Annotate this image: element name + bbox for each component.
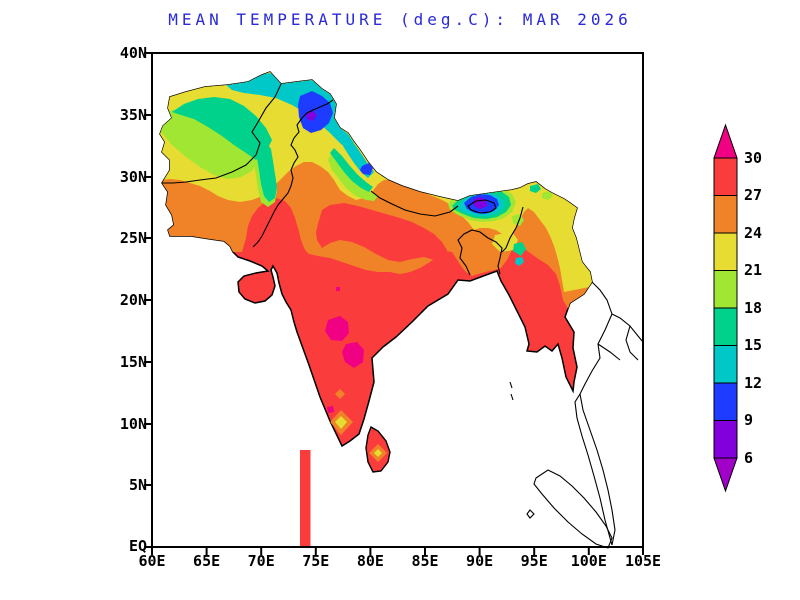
x-tick-label: 70E [248,552,275,570]
border-india-myanmar [501,206,524,253]
fill-region-magenta-coast-dot [327,406,334,413]
outline-andaman-islands [509,381,514,401]
x-axis-labels: 60E 65E 70E 75E 80E 85E 90E 95E 100E 105… [138,552,661,570]
x-tick-label: 85E [411,552,438,570]
colorbar: 30 27 24 21 18 15 12 9 6 [713,123,762,493]
colorbar-label: 27 [744,186,762,204]
fill-region-yellowgreen-west [160,107,258,179]
fill-region-green-afghan-band [172,97,272,160]
outline-laos-cambodia [597,325,639,361]
outline-thailand-laos [591,281,644,343]
border-bangladesh [457,229,503,276]
fill-region-cyan-dot [515,257,524,266]
y-tick-label: 35N [120,106,147,124]
outline-thailand-west [574,313,616,546]
sri-lanka-island [365,425,391,473]
country-borders [162,83,524,276]
colorbar-seg-6-9 [713,420,738,459]
fill-region-nilgiri-yellow-core [335,416,347,429]
x-tick-label: 80E [357,552,384,570]
colorbar-arrow-up [713,123,738,159]
y-tick-label: 10N [120,415,147,433]
x-tick-label: 105E [625,552,661,570]
colorbar-label: 30 [744,149,762,167]
fill-region-magenta-deccan-1 [325,316,349,341]
fill-region-srilanka-yellow-dot [374,449,382,457]
colorbar-seg-21-24 [713,232,738,271]
temperature-fill-regions [159,71,593,448]
fill-region-cyan-hindukush [226,73,354,150]
fill-region-yellowgreen-speck-1 [512,214,524,226]
border-bhutan [467,199,497,214]
fill-region-red-plain-tongue [316,203,447,262]
unfilled-coastlines [509,281,644,549]
fill-region-magenta-tiny-dot [336,287,340,291]
colorbar-label: 15 [744,336,762,354]
x-tick-label: 60E [138,552,165,570]
y-tick-label: EQ [129,537,147,555]
border-nepal-india [370,190,459,217]
x-tick-label: 95E [521,552,548,570]
y-tick-label: 40N [120,44,147,62]
fill-region-green-himalaya-west [330,148,373,192]
colorbar-label: 12 [744,374,762,392]
axis-ticks [144,52,644,555]
y-axis-labels: 40N 35N 30N 25N 20N 15N 10N 5N EQ [120,44,147,555]
colorbar-seg-24-27 [713,195,738,234]
colorbar-arrow-down [713,457,738,493]
x-tick-label: 100E [571,552,607,570]
colorbar-seg-18-21 [713,270,738,309]
outline-small-island [526,509,535,519]
colorbar-seg-12-15 [713,345,738,384]
red-artifact-bar [300,450,311,546]
border-afghanistan-pakistan [162,83,282,184]
colorbar-label: 21 [744,261,762,279]
y-tick-label: 5N [129,476,147,494]
fill-region-magenta-deccan-2 [342,342,364,368]
colorbar-labels: 30 27 24 21 18 15 12 9 6 [744,149,762,467]
chart-title: MEAN TEMPERATURE (deg.C): MAR 2026 [168,10,632,29]
border-pakistan-india [252,99,334,248]
fill-region-blue-kashmir [298,91,333,133]
fill-region-green-speck-1 [513,242,526,256]
x-tick-label: 90E [466,552,493,570]
fill-region-yellowgreen-speck-2 [542,191,553,200]
colorbar-seg-27-30 [713,157,738,196]
fill-region-kerala-orange-dot [335,389,345,399]
colorbar-label: 6 [744,449,753,467]
colorbar-seg-9-12 [713,382,738,421]
y-tick-label: 20N [120,291,147,309]
x-tick-label: 65E [193,552,220,570]
colorbar-label: 9 [744,411,753,429]
fill-region-green-border-tongue [257,142,277,202]
plot-frame: 40N 35N 30N 25N 20N 15N 10N 5N EQ 60E 65… [120,44,661,570]
fill-region-yellow-shillong [492,232,518,252]
fill-region-blue-nepal-west-spot [360,163,373,175]
y-tick-label: 25N [120,229,147,247]
fill-region-purple-kashmir-dot [306,110,317,121]
colorbar-label: 18 [744,299,762,317]
x-tick-label: 75E [302,552,329,570]
y-tick-label: 30N [120,168,147,186]
outline-sumatra [533,469,613,549]
colorbar-label: 24 [744,224,762,242]
fill-region-green-speck-2 [530,184,541,193]
y-tick-label: 15N [120,353,147,371]
colorbar-seg-15-18 [713,307,738,346]
